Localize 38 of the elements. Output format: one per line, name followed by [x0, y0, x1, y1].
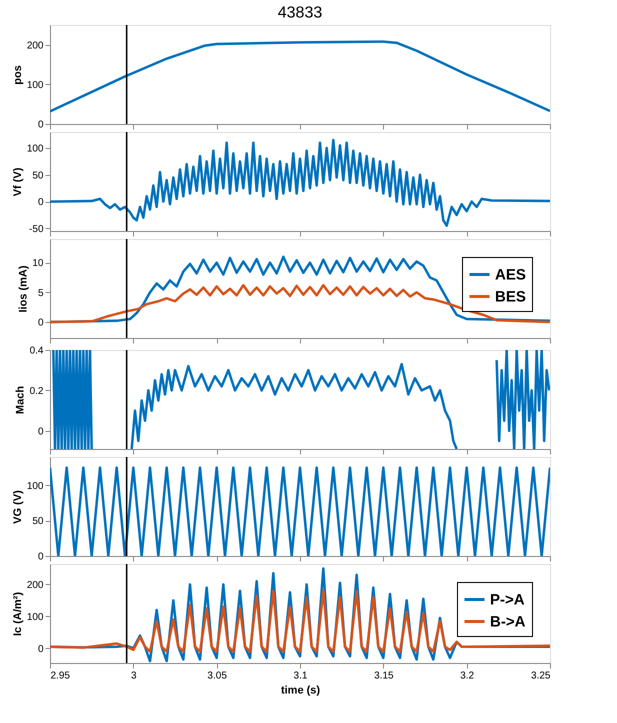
- x-tick-label: 3: [131, 670, 138, 682]
- legend-label: BES: [495, 288, 526, 306]
- y-tick-label: 5: [38, 288, 44, 299]
- y-axis-title: pos: [12, 65, 24, 85]
- y-axis-title: Iios (mA): [17, 265, 30, 313]
- x-tick-label: 3.1: [294, 670, 308, 682]
- y-tick-label: 200: [26, 580, 44, 591]
- y-axis-title: Mach: [14, 386, 27, 414]
- y-axis-title: Ic (A/m²): [12, 592, 24, 636]
- y-tick-label: 0: [38, 644, 44, 655]
- y-tick-label: 0: [38, 197, 44, 208]
- y-tick-label: 0: [38, 317, 44, 328]
- legend-label: AES: [495, 266, 526, 284]
- y-tick-label: 0: [38, 426, 44, 438]
- y-axis-title: Vf (V): [12, 167, 24, 196]
- y-tick-label: -50: [29, 224, 44, 235]
- y-tick-label: 0: [38, 552, 44, 562]
- x-axis-title: time (s): [280, 684, 320, 696]
- x-tick-label: 3.2: [460, 670, 475, 682]
- y-tick-label: 0: [38, 120, 44, 130]
- y-tick-label: 100: [26, 144, 44, 155]
- chart-title: 43833: [278, 4, 322, 22]
- y-tick-label: 100: [26, 80, 44, 91]
- y-tick-label: 200: [26, 40, 44, 52]
- y-axis-title: VG (V): [12, 490, 24, 524]
- y-tick-label: 50: [32, 170, 44, 182]
- x-tick-label: 3.25: [531, 670, 551, 682]
- x-tick-label: 2.95: [50, 670, 70, 682]
- legend-label: B->A: [490, 614, 526, 630]
- x-tick-label: 3.15: [374, 670, 394, 682]
- y-tick-label: 10: [32, 258, 44, 270]
- legend-label: P->A: [490, 592, 525, 608]
- y-tick-label: 50: [32, 516, 44, 528]
- y-tick-label: 100: [26, 612, 44, 623]
- y-tick-label: 0.4: [30, 346, 44, 356]
- y-tick-label: 0.2: [30, 386, 44, 397]
- y-tick-label: 100: [26, 480, 44, 492]
- x-tick-label: 3.05: [207, 670, 228, 682]
